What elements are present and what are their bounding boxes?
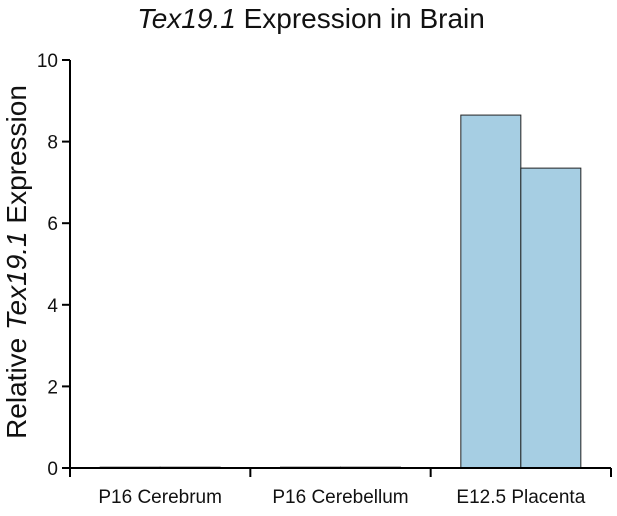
y-axis-label-prefix: Relative xyxy=(1,330,32,439)
bar-3-2 xyxy=(520,167,582,469)
bar-3-1 xyxy=(460,114,522,469)
x-category-label: E12.5 Placenta xyxy=(456,487,585,508)
x-category-label: P16 Cerebellum xyxy=(272,487,408,508)
y-axis-label-italic: Tex19.1 xyxy=(1,231,32,330)
y-tick-label: 4 xyxy=(47,296,58,317)
y-axis-label-suffix: Expression xyxy=(1,85,32,231)
x-ticks-group: P16 Cerebrum P16 Cerebellum E12.5 Placenta xyxy=(69,468,612,508)
y-ticks-group: 0 2 4 6 8 10 xyxy=(37,51,70,480)
y-tick-label: 0 xyxy=(47,459,58,480)
y-tick-label: 8 xyxy=(47,133,58,154)
x-category-label: P16 Cerebrum xyxy=(98,487,222,508)
y-tick-label: 10 xyxy=(37,51,58,72)
y-axis-label: Relative Tex19.1 Expression xyxy=(1,85,32,439)
bars-group xyxy=(99,114,582,469)
y-tick-label: 6 xyxy=(47,214,58,235)
chart-title: Tex19.1 Expression in Brain xyxy=(137,3,485,34)
chart-title-rest: Expression in Brain xyxy=(236,3,485,34)
chart-title-italic: Tex19.1 xyxy=(137,3,236,34)
y-tick-label: 2 xyxy=(47,377,58,398)
